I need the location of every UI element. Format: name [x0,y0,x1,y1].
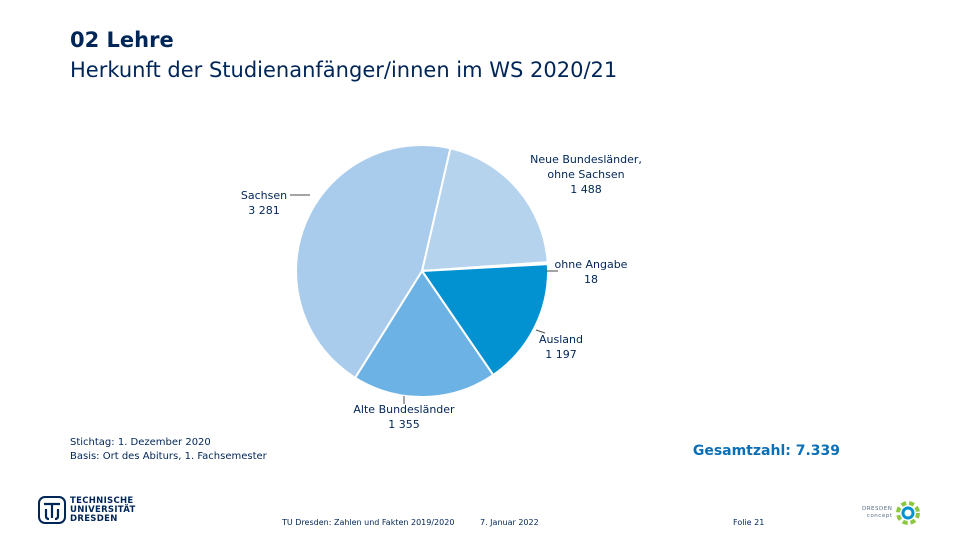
pie-slice-3 [353,269,495,398]
footer-source: TU Dresden: Zahlen und Fakten 2019/2020 [282,518,455,527]
tud-wordmark: TECHNISCHE UNIVERSITÄT DRESDEN [70,495,136,524]
tu-dresden-logo: TECHNISCHE UNIVERSITÄT DRESDEN [38,496,136,524]
footer-page-number: Folie 21 [733,518,765,527]
slice-label-1: ohne Angabe 18 [555,258,628,286]
footnote-line-1: Stichtag: 1. Dezember 2020 [70,437,211,448]
footnote-line-2: Basis: Ort des Abiturs, 1. Fachsemester [70,451,267,462]
tud-emblem-icon [38,496,66,524]
footnote: Stichtag: 1. Dezember 2020 Basis: Ort de… [70,436,267,464]
pie-slice-2 [420,263,549,377]
total-label: Gesamtzahl: 7.339 [692,443,840,459]
pie-slice-4 [295,144,452,380]
section-title: 02 Lehre [70,28,174,52]
pie-slice-0 [420,147,549,273]
slice-label-3: Alte Bundesländer 1 355 [353,403,455,431]
dresden-concept-emblem-icon [896,501,921,525]
dresden-concept-wordmark: DRESDEN concept [862,506,893,519]
footer-date: 7. Januar 2022 [480,518,539,527]
leader-line-2 [535,329,546,334]
slice-label-4: Sachsen 3 281 [241,189,287,217]
slice-label-0: Neue Bundesländer, ohne Sachsen 1 488 [530,153,642,196]
page-title: Herkunft der Studienanfänger/innen im WS… [70,58,618,82]
slice-label-2: Ausland 1 197 [539,333,583,361]
dresden-concept-logo: DRESDEN concept [862,500,921,526]
